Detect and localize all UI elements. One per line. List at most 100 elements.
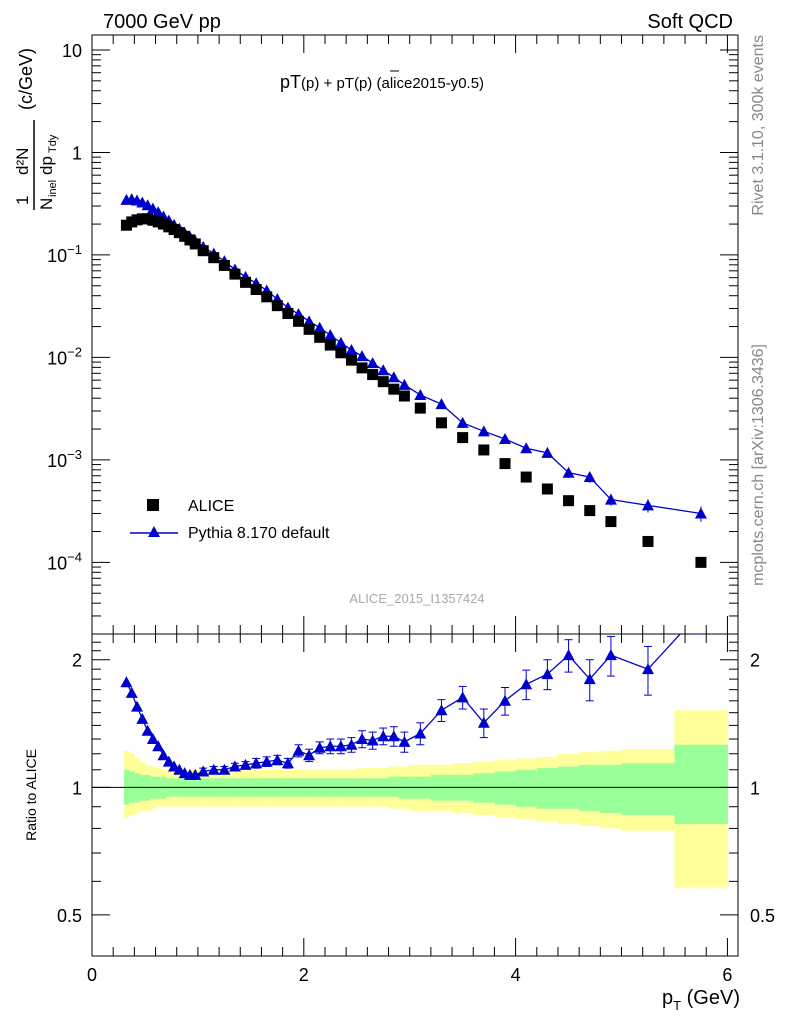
alice-point (695, 556, 707, 568)
main-ytick-label: 10−4 (47, 549, 82, 573)
ylabel-d2n: d²N (13, 148, 32, 175)
ratio-point (197, 765, 210, 777)
header-left: 7000 GeV pp (103, 11, 221, 33)
ylabel-n: N (37, 198, 56, 210)
xlabel: pT (GeV) (662, 987, 740, 1013)
xlabel-unit: (GeV) (681, 987, 740, 1009)
ratio-point (141, 724, 154, 736)
ratio-point (250, 757, 263, 769)
main-ytick-label: 1 (72, 143, 82, 163)
alice-point (563, 495, 575, 507)
alice-point (229, 268, 241, 280)
ylabel-units: (c/GeV) (16, 48, 36, 110)
pythia-point (152, 206, 165, 218)
ratio-point (324, 740, 337, 752)
main-series (120, 193, 707, 568)
legend-alice-marker (147, 499, 159, 511)
ratio-band-green (515, 769, 538, 807)
ratio-band-green (674, 744, 728, 824)
ratio-point (281, 757, 294, 769)
ratio-band-green (536, 768, 559, 809)
ratio-point (260, 755, 273, 767)
ratio-point (695, 605, 707, 616)
main-ylabel: (c/GeV) d²N 1 N inel dp Tdy (13, 48, 59, 210)
xtick-label: 6 (722, 965, 732, 985)
pythia-point (377, 364, 390, 376)
ratio-point (162, 755, 175, 767)
ratio-bands (123, 710, 728, 888)
ytick-base: 10 (47, 553, 67, 573)
analysis-watermark: ALICE_2015_I1357424 (349, 591, 484, 606)
title-tag: (alice2015-y0.5) (372, 75, 484, 92)
alice-point (499, 458, 511, 470)
pythia-point (520, 442, 533, 454)
ratio-point (366, 734, 379, 746)
ratio-point (228, 760, 241, 772)
ytick-base: 10 (47, 348, 67, 368)
alice-point (282, 308, 294, 320)
pythia-point (366, 357, 379, 369)
main-ytick-label: 10−2 (47, 344, 82, 368)
ratio-point (356, 733, 369, 745)
ratio-point (157, 749, 170, 761)
ratio-series-clipped (120, 605, 707, 780)
ytick-base: 10 (47, 246, 67, 266)
ratio-ytick-label-right: 0.5 (750, 906, 775, 926)
pythia-point (356, 350, 369, 362)
pythia-point (604, 493, 617, 505)
ratio-point (435, 704, 448, 716)
ylabel-one: 1 (13, 196, 32, 205)
alice-point (520, 471, 532, 483)
alice-point (218, 259, 230, 271)
ratio-ytick-label: 0.5 (57, 906, 82, 926)
pythia-point (562, 466, 575, 478)
xtick-label: 0 (87, 965, 97, 985)
ratio-point (146, 733, 159, 745)
ratio-point (583, 673, 596, 685)
alice-point (189, 238, 201, 250)
xtick-label: 4 (511, 965, 521, 985)
legend-pythia-marker (148, 526, 160, 537)
alice-point (303, 323, 315, 335)
ratio-band-green (494, 771, 517, 805)
alice-point (435, 417, 447, 429)
ratio-point (313, 741, 326, 753)
ratio-point (377, 730, 390, 742)
alice-point (541, 483, 553, 495)
ratio-band-green (134, 773, 141, 803)
main-title: pT(p) + pT(p) (alice2015-y0.5) (280, 72, 484, 92)
ratio-ytick-label-right: 2 (750, 651, 760, 671)
ytick-exponent: −1 (67, 242, 82, 257)
pythia-point (387, 371, 400, 383)
ratio-point (541, 668, 554, 680)
ratio-point (292, 744, 305, 756)
alice-point (345, 354, 357, 366)
alice-point (605, 516, 617, 528)
ratio-point (125, 686, 138, 698)
legend-pythia-label: Pythia 8.170 default (188, 525, 330, 542)
alice-point (261, 291, 273, 303)
alice-point (457, 432, 469, 444)
title-pt1: pT (280, 72, 301, 92)
ratio-series (120, 605, 707, 780)
xlabel-sub: T (673, 998, 681, 1013)
ylabel-dp: dp (37, 156, 56, 175)
ylabel-inel: inel (47, 180, 59, 197)
alice-point (250, 283, 262, 295)
alice-point (367, 369, 379, 381)
main-ytick-label: 10−3 (47, 447, 82, 471)
alice-point (335, 347, 347, 359)
pythia-point (414, 388, 427, 400)
ratio-point (499, 694, 512, 706)
pythia-point (456, 416, 469, 428)
ratio-ytick-label-right: 1 (750, 778, 760, 798)
ratio-point (303, 749, 316, 761)
ratio-ytick-label: 1 (72, 778, 82, 798)
ratio-point (334, 740, 347, 752)
ratio-band-green (473, 773, 495, 803)
pythia-point (334, 336, 347, 348)
ratio-point (477, 716, 490, 728)
alice-point (356, 362, 368, 374)
